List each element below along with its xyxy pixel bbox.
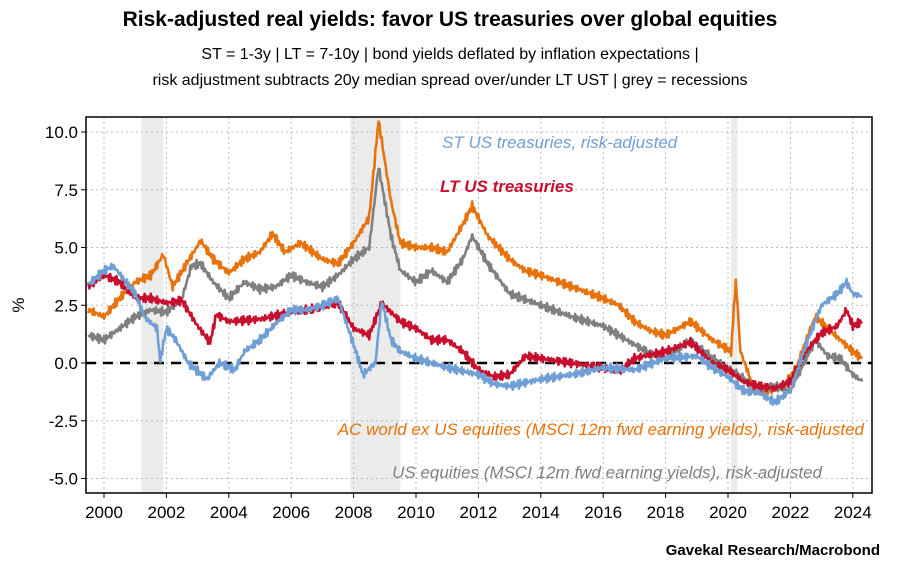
- series-label: ST US treasuries, risk-adjusted: [442, 133, 678, 152]
- x-tick-label: 2012: [459, 503, 497, 522]
- y-tick-label: 5.0: [54, 239, 78, 258]
- series-label: AC world ex US equities (MSCI 12m fwd ea…: [337, 420, 865, 439]
- x-tick-label: 2014: [522, 503, 560, 522]
- y-tick-label: 10.0: [45, 123, 78, 142]
- x-tick-label: 2010: [397, 503, 435, 522]
- y-tick-label: -2.5: [49, 412, 78, 431]
- x-tick-label: 2016: [584, 503, 622, 522]
- chart-subtitle-line2: risk adjustment subtracts 20y median spr…: [152, 72, 748, 89]
- series-line: [87, 167, 864, 395]
- y-tick-label: 2.5: [54, 296, 78, 315]
- y-axis-label: %: [9, 297, 28, 312]
- series-line: [87, 262, 863, 407]
- chart-title: Risk-adjusted real yields: favor US trea…: [122, 8, 778, 31]
- y-tick-label: -5.0: [49, 470, 78, 489]
- chart-subtitle-line1: ST = 1-3y | LT = 7-10y | bond yields def…: [201, 46, 699, 63]
- x-tick-label: 2024: [834, 503, 872, 522]
- x-tick-label: 2008: [335, 503, 373, 522]
- series-label: LT US treasuries: [440, 177, 574, 196]
- x-tick-label: 2000: [85, 503, 123, 522]
- x-tick-label: 2002: [147, 503, 185, 522]
- y-tick-label: 0.0: [54, 354, 78, 373]
- series-line: [87, 120, 864, 399]
- series-line: [87, 271, 864, 393]
- x-tick-label: 2004: [210, 503, 248, 522]
- x-tick-label: 2006: [272, 503, 310, 522]
- source-credit: Gavekal Research/Macrobond: [665, 542, 880, 559]
- x-tick-label: 2022: [771, 503, 809, 522]
- x-tick-label: 2020: [709, 503, 747, 522]
- y-tick-label: 7.5: [54, 181, 78, 200]
- x-tick-label: 2018: [647, 503, 685, 522]
- plot-frame: [85, 116, 873, 494]
- series-label: US equities (MSCI 12m fwd earning yields…: [392, 463, 822, 482]
